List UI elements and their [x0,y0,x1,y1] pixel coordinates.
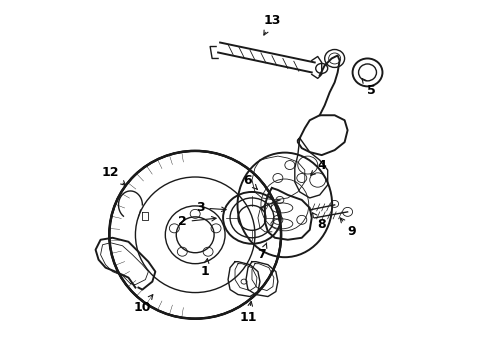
Text: 12: 12 [102,166,125,185]
Text: 6: 6 [243,174,257,189]
Text: 4: 4 [310,158,325,175]
Text: 5: 5 [361,78,375,97]
Text: 9: 9 [340,218,355,238]
Text: 8: 8 [312,213,325,231]
Text: 11: 11 [239,301,256,324]
Text: 1: 1 [201,258,209,278]
Text: 7: 7 [257,243,266,261]
Text: 2: 2 [178,215,216,228]
Text: 10: 10 [133,295,152,314]
Text: 3: 3 [196,201,225,215]
Text: 13: 13 [263,14,280,35]
